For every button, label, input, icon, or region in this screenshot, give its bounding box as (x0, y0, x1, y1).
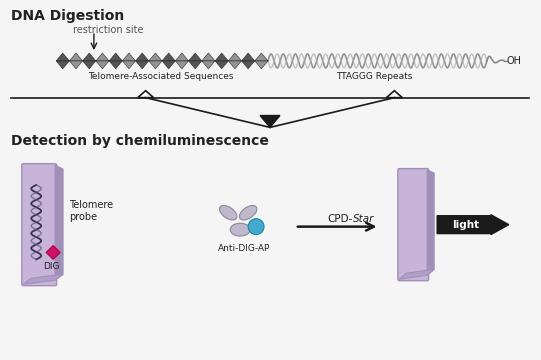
Polygon shape (228, 53, 241, 61)
Polygon shape (215, 61, 228, 69)
Polygon shape (96, 53, 109, 61)
Polygon shape (427, 170, 434, 275)
Text: DNA Digestion: DNA Digestion (11, 9, 124, 23)
Polygon shape (109, 53, 122, 61)
Polygon shape (202, 53, 215, 61)
Polygon shape (138, 91, 154, 98)
Polygon shape (175, 61, 189, 69)
Polygon shape (189, 61, 202, 69)
FancyArrow shape (437, 215, 509, 235)
Polygon shape (386, 91, 403, 98)
Text: Detection by chemiluminescence: Detection by chemiluminescence (11, 134, 269, 148)
Polygon shape (136, 61, 149, 69)
Polygon shape (109, 61, 122, 69)
Text: Anti-DIG-AP: Anti-DIG-AP (218, 244, 270, 253)
Polygon shape (149, 61, 162, 69)
Polygon shape (162, 61, 175, 69)
FancyBboxPatch shape (398, 168, 428, 281)
Polygon shape (260, 116, 280, 127)
Polygon shape (96, 61, 109, 69)
Polygon shape (202, 61, 215, 69)
Polygon shape (241, 53, 255, 61)
Polygon shape (69, 61, 83, 69)
Text: restriction site: restriction site (73, 25, 143, 35)
Polygon shape (255, 61, 268, 69)
Polygon shape (136, 53, 149, 61)
Polygon shape (149, 53, 162, 61)
Text: CPD-: CPD- (328, 214, 353, 224)
Polygon shape (46, 246, 60, 260)
Text: light: light (452, 220, 479, 230)
Polygon shape (228, 61, 241, 69)
Polygon shape (189, 53, 202, 61)
FancyBboxPatch shape (22, 164, 57, 286)
Ellipse shape (230, 223, 250, 236)
Circle shape (248, 219, 264, 235)
Text: Telomere-Associated Sequences: Telomere-Associated Sequences (88, 72, 233, 81)
Polygon shape (241, 61, 255, 69)
Text: DIG: DIG (43, 262, 60, 271)
Polygon shape (55, 165, 63, 280)
Polygon shape (255, 53, 268, 61)
Polygon shape (399, 269, 434, 279)
Polygon shape (83, 61, 96, 69)
Polygon shape (122, 61, 136, 69)
Text: Telomere
probe: Telomere probe (69, 200, 113, 222)
Text: OH: OH (507, 56, 522, 66)
Polygon shape (162, 53, 175, 61)
Ellipse shape (239, 206, 257, 220)
Polygon shape (23, 274, 63, 284)
Polygon shape (215, 53, 228, 61)
Polygon shape (175, 53, 189, 61)
Polygon shape (56, 53, 69, 61)
Polygon shape (83, 53, 96, 61)
Text: Star: Star (353, 214, 374, 224)
Polygon shape (69, 53, 83, 61)
Polygon shape (122, 53, 136, 61)
Text: TTAGGG Repeats: TTAGGG Repeats (337, 72, 413, 81)
Polygon shape (56, 61, 69, 69)
Ellipse shape (220, 206, 237, 220)
